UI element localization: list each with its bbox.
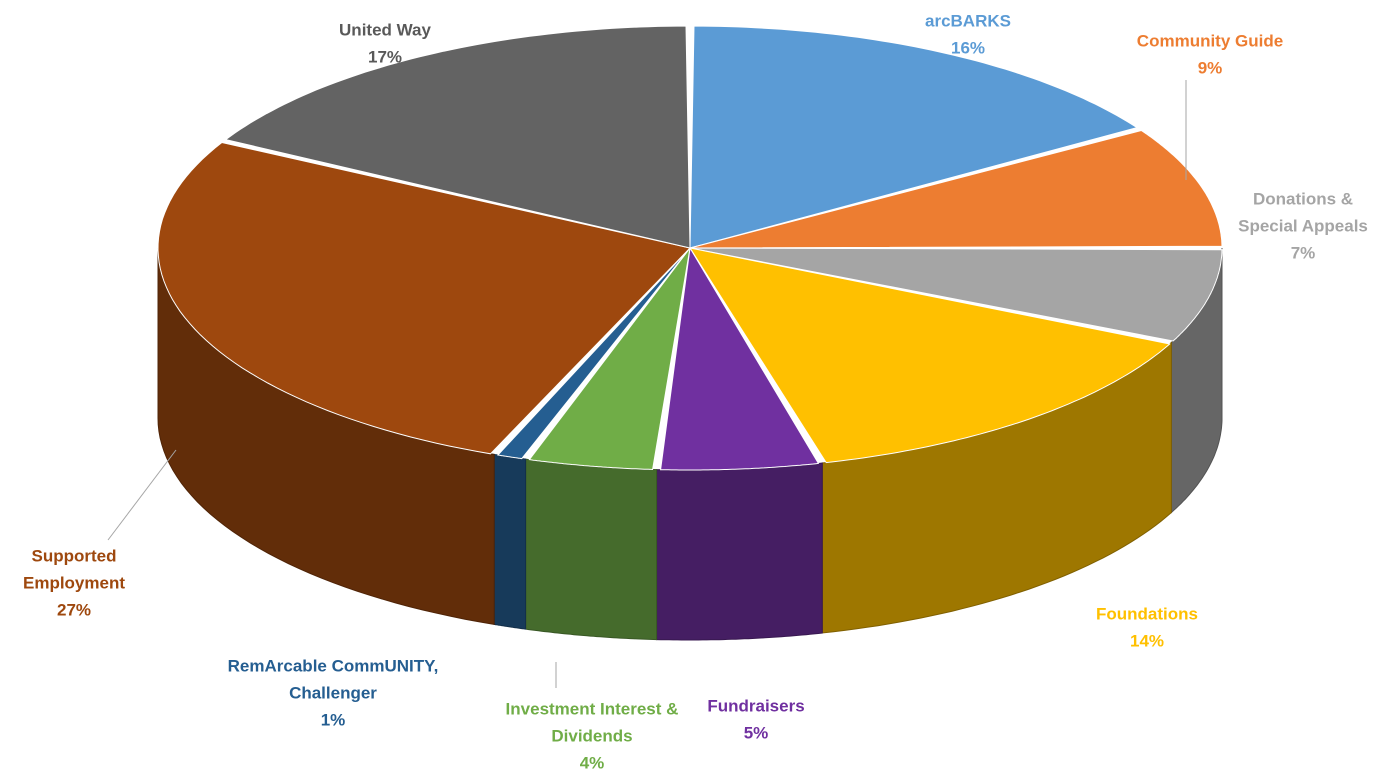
data-label-name-arcbarks: arcBARKS — [925, 11, 1011, 30]
pie-tops — [157, 25, 1223, 471]
data-label-name-foundations: Foundations — [1096, 604, 1198, 623]
slice-arcbarks — [689, 25, 1139, 249]
slice-remarcable-community-challenger — [496, 247, 691, 460]
data-label-name-united-way: United Way — [339, 20, 431, 39]
slice-side-investment-interest-dividends — [525, 458, 658, 641]
data-label-name-investment-interest-dividends: Investment Interest & — [506, 699, 679, 718]
data-label-name-donations-special-appeals: Donations & — [1253, 189, 1353, 208]
slice-donations-special-appeals — [689, 247, 1223, 342]
slice-supported-employment — [157, 141, 691, 455]
slice-united-way — [224, 25, 691, 249]
data-label-value-investment-interest-dividends: 4% — [580, 753, 605, 772]
slice-foundations — [688, 247, 1171, 464]
slice-fundraisers — [660, 246, 820, 471]
data-label-value-fundraisers: 5% — [744, 723, 769, 742]
data-label-value-supported-employment: 27% — [57, 600, 91, 619]
slice-investment-interest-dividends — [528, 247, 691, 471]
data-label-value-arcbarks: 16% — [951, 38, 985, 57]
data-label-name-fundraisers: Fundraisers — [707, 696, 804, 715]
slice-community-guide — [689, 129, 1223, 249]
data-labels: arcBARKS 16% Community Guide 9% Donations & S… — [23, 11, 1368, 772]
data-label-name-donations-special-appeals: Special Appeals — [1238, 216, 1368, 235]
data-label-value-remarcable-community-challenger: 1% — [321, 710, 346, 729]
leader-lines — [107, 80, 1187, 688]
slice-side-remarcable-community-challenger — [493, 453, 527, 630]
pie-sides — [157, 247, 1223, 641]
leader-line-supported-employment — [107, 449, 177, 541]
data-label-name-remarcable-community-challenger: RemArcable CommUNITY, — [228, 656, 439, 675]
data-label-value-donations-special-appeals: 7% — [1291, 243, 1316, 262]
data-label-name-investment-interest-dividends: Dividends — [551, 726, 632, 745]
data-label-name-supported-employment: Employment — [23, 573, 125, 592]
data-label-value-united-way: 17% — [368, 47, 402, 66]
data-label-name-remarcable-community-challenger: Challenger — [289, 683, 377, 702]
slice-side-fundraisers — [656, 462, 823, 641]
data-label-value-community-guide: 9% — [1198, 58, 1223, 77]
data-label-name-community-guide: Community Guide — [1137, 31, 1283, 50]
data-label-value-foundations: 14% — [1130, 631, 1164, 650]
data-label-name-supported-employment: Supported — [32, 546, 117, 565]
